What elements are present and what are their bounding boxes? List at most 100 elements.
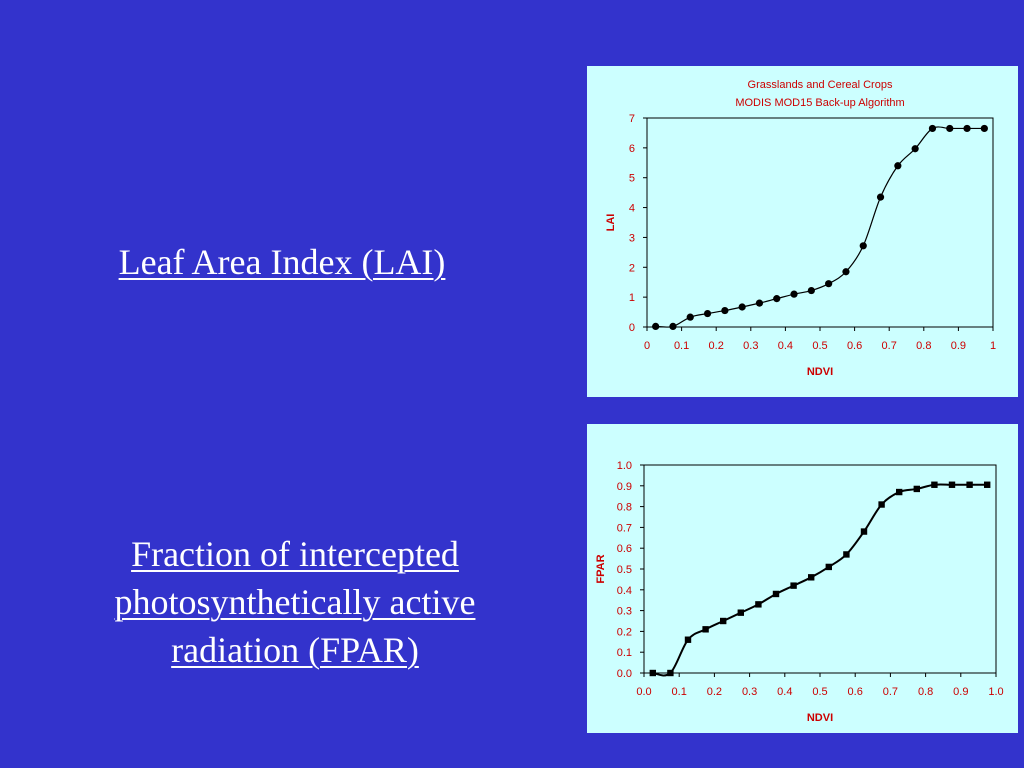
fpar-data-point [790, 582, 797, 589]
lai-data-point [773, 295, 781, 303]
lai-x-tick-label: 0 [644, 340, 650, 352]
fpar-data-point [948, 481, 956, 488]
fpar-x-tick-label: 0.3 [742, 686, 757, 698]
lai-link-text: Leaf Area Index (LAI) [118, 242, 446, 282]
lai-x-tick-label: 0.3 [743, 340, 758, 352]
lai-y-tick-label: 7 [629, 113, 635, 125]
fpar-y-tick-label: 0.6 [617, 543, 632, 555]
fpar-x-tick-label: 0.7 [883, 686, 898, 698]
fpar-link-line-2: photosynthetically active [114, 582, 476, 622]
fpar-chart: 0.0 0.1 0.2 0.3 0.4 0.5 0.6 0.7 0.8 0.9 1.0 0.0 0.1 0… [595, 460, 1004, 724]
lai-x-axis-label: NDVI [807, 366, 833, 378]
fpar-data-point [913, 485, 920, 493]
fpar-data-point [684, 636, 692, 643]
fpar-x-tick-label: 0.2 [707, 686, 722, 698]
lai-data-point [928, 124, 937, 133]
lai-y-tick-label: 4 [629, 203, 635, 215]
fpar-x-tick-label: 0.5 [812, 686, 827, 698]
fpar-y-tick-label: 0.3 [617, 606, 632, 618]
fpar-x-tick-label: 0.9 [953, 686, 968, 698]
lai-data-point [946, 124, 954, 133]
fpar-x-tick-label: 0.1 [672, 686, 687, 698]
fpar-y-tick-label: 0.0 [617, 668, 632, 680]
lai-link[interactable]: Leaf Area Index (LAI) [60, 238, 504, 286]
lai-chart: Grasslands and Cereal Crops MODIS MOD15 B… [605, 79, 996, 378]
lai-chart-subtitle: MODIS MOD15 Back-up Algorithm [735, 97, 904, 109]
lai-y-tick-label: 2 [629, 262, 635, 274]
lai-x-tick-label: 0.7 [882, 340, 897, 352]
lai-x-tick-label: 0.4 [778, 340, 793, 352]
fpar-chart-panel: 0.0 0.1 0.2 0.3 0.4 0.5 0.6 0.7 0.8 0.9 1.0 0.0 0.1 0… [587, 424, 1018, 733]
lai-data-point [790, 290, 798, 298]
lai-data-point [963, 124, 971, 133]
lai-y-axis-label: LAI [605, 214, 617, 232]
lai-data-point [669, 322, 677, 331]
lai-x-tick-label: 1 [990, 340, 996, 352]
lai-x-tick-label: 0.5 [812, 340, 827, 352]
lai-data-point [703, 309, 712, 318]
fpar-y-tick-label: 0.8 [617, 502, 632, 514]
fpar-y-tick-label: 1.0 [617, 460, 632, 472]
lai-y-tick-label: 1 [629, 292, 635, 304]
fpar-data-point [772, 590, 780, 598]
lai-x-tick-label: 0.9 [951, 340, 966, 352]
lai-x-tick-label: 0.1 [674, 340, 689, 352]
fpar-y-tick-label: 0.2 [617, 626, 632, 638]
lai-data-point [980, 124, 988, 133]
lai-data-point [894, 162, 902, 170]
fpar-y-tick-label: 0.7 [617, 522, 632, 534]
lai-plot-area [646, 117, 994, 328]
fpar-data-point [702, 626, 709, 633]
lai-data-point [652, 322, 660, 331]
fpar-data-point [896, 488, 903, 496]
fpar-y-tick-label: 0.4 [617, 585, 632, 597]
fpar-y-tick-label: 0.9 [617, 481, 632, 493]
lai-data-point [825, 280, 833, 288]
lai-x-tick-label: 0.6 [847, 340, 862, 352]
lai-y-tick-label: 0 [629, 322, 635, 334]
fpar-x-axis-label: NDVI [807, 712, 833, 724]
fpar-data-point [808, 574, 815, 581]
lai-data-point [876, 193, 885, 201]
fpar-data-point [931, 481, 938, 488]
fpar-plot-area [643, 464, 997, 674]
lai-chart-title: Grasslands and Cereal Crops [748, 79, 893, 91]
fpar-data-point [720, 617, 727, 625]
lai-x-tick-label: 0.2 [709, 340, 724, 352]
fpar-x-tick-label: 0.4 [777, 686, 792, 698]
fpar-x-tick-label: 0.8 [918, 686, 933, 698]
lai-data-point [911, 145, 919, 153]
lai-data-point [755, 299, 764, 307]
fpar-link-line-3: radiation (FPAR) [171, 630, 419, 670]
fpar-x-tick-label: 0.6 [848, 686, 863, 698]
fpar-data-point [755, 601, 762, 608]
fpar-link-line-1: Fraction of intercepted [131, 534, 459, 574]
lai-data-point [686, 313, 694, 321]
fpar-data-point [825, 563, 832, 571]
fpar-data-point [860, 528, 868, 535]
fpar-data-point [667, 669, 674, 677]
fpar-y-tick-label: 0.1 [617, 647, 632, 659]
fpar-y-axis-label: FPAR [595, 554, 607, 583]
fpar-series-line [652, 483, 988, 677]
fpar-x-tick-label: 0.0 [636, 686, 651, 698]
lai-series-line [655, 126, 985, 328]
fpar-link[interactable]: Fraction of intercepted photosynthetical… [60, 530, 530, 674]
fpar-data-point [984, 481, 991, 488]
fpar-data-point [878, 501, 885, 508]
fpar-data-point [843, 551, 850, 558]
lai-y-tick-label: 3 [629, 232, 635, 244]
fpar-x-tick-label: 1.0 [988, 686, 1003, 698]
fpar-data-point [649, 669, 656, 677]
lai-data-point [807, 286, 815, 295]
lai-y-tick-label: 6 [629, 143, 635, 155]
lai-data-point [738, 303, 746, 311]
fpar-y-tick-label: 0.5 [617, 564, 632, 576]
lai-data-point [842, 268, 850, 276]
fpar-data-point [966, 481, 973, 488]
lai-data-point [859, 242, 867, 250]
lai-data-point [721, 306, 729, 315]
lai-chart-panel: Grasslands and Cereal Crops MODIS MOD15 B… [587, 66, 1018, 397]
fpar-data-point [737, 609, 744, 616]
lai-x-tick-label: 0.8 [916, 340, 931, 352]
